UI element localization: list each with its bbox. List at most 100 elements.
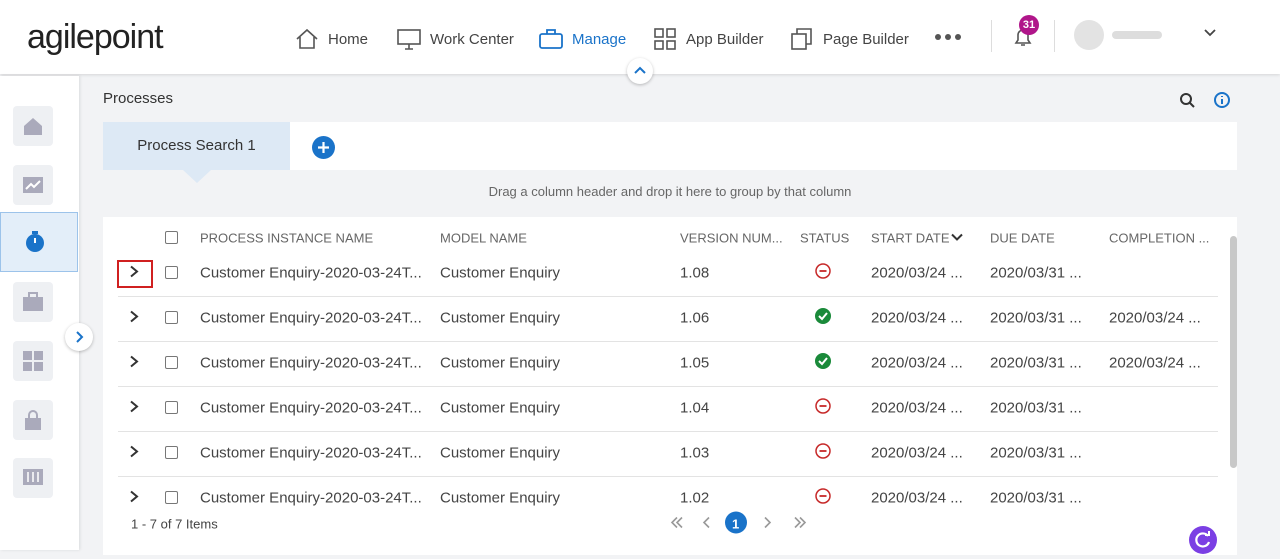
divider xyxy=(991,20,992,52)
refresh-button[interactable] xyxy=(1189,526,1217,554)
status-icon xyxy=(815,263,831,283)
column-header[interactable]: VERSION NUM... xyxy=(680,230,783,246)
expand-row[interactable] xyxy=(129,265,139,282)
version: 1.02 xyxy=(680,489,710,507)
start-date: 2020/03/24 ... xyxy=(871,354,963,372)
process-instance-name[interactable]: Customer Enquiry-2020-03-24T... xyxy=(200,354,422,372)
version: 1.05 xyxy=(680,354,710,372)
grid: PROCESS INSTANCE NAME MODEL NAME VERSION N… xyxy=(103,217,1237,555)
column-header[interactable]: COMPLETION ... xyxy=(1109,230,1210,246)
row-checkbox[interactable] xyxy=(165,266,178,279)
expand-row[interactable] xyxy=(129,400,139,417)
side-dashboard[interactable] xyxy=(13,165,53,205)
expand-row[interactable] xyxy=(129,490,139,507)
scrollbar xyxy=(1230,236,1237,468)
start-date: 2020/03/24 ... xyxy=(871,264,963,282)
start-date: 2020/03/24 ... xyxy=(871,309,963,327)
expand-sidebar[interactable] xyxy=(65,323,93,351)
nav-app-builder[interactable]: App Builder xyxy=(652,26,764,52)
user-name-blurred xyxy=(1112,31,1162,39)
side-briefcase[interactable] xyxy=(13,282,53,322)
highlight-box xyxy=(117,260,153,288)
sort-icon xyxy=(951,230,963,245)
notification-badge: 31 xyxy=(1019,15,1039,35)
status-icon xyxy=(815,488,831,508)
side-apps[interactable] xyxy=(13,341,53,381)
model-name: Customer Enquiry xyxy=(440,444,561,462)
row-checkbox[interactable] xyxy=(165,446,178,459)
start-date: 2020/03/24 ... xyxy=(871,489,963,507)
column-header[interactable]: DUE DATE xyxy=(990,230,1055,246)
row-separator xyxy=(118,431,1218,432)
due-date: 2020/03/31 ... xyxy=(990,489,1082,507)
due-date: 2020/03/31 ... xyxy=(990,264,1082,282)
expand-row[interactable] xyxy=(129,310,139,327)
avatar[interactable] xyxy=(1074,20,1104,50)
status-icon xyxy=(815,308,831,328)
sidebar xyxy=(0,76,79,550)
row-separator xyxy=(118,296,1218,297)
side-home[interactable] xyxy=(13,106,53,146)
divider xyxy=(1054,20,1055,52)
process-instance-name[interactable]: Customer Enquiry-2020-03-24T... xyxy=(200,489,422,507)
nav-home[interactable]: Home xyxy=(294,26,368,52)
completion-date: 2020/03/24 ... xyxy=(1109,309,1201,327)
info-button[interactable] xyxy=(1213,91,1231,109)
version: 1.06 xyxy=(680,309,710,327)
column-header[interactable]: START DATE xyxy=(871,230,950,246)
row-checkbox[interactable] xyxy=(165,491,178,504)
due-date: 2020/03/31 ... xyxy=(990,309,1082,327)
completion-date: 2020/03/24 ... xyxy=(1109,354,1201,372)
version: 1.08 xyxy=(680,264,710,282)
due-date: 2020/03/31 ... xyxy=(990,354,1082,372)
nav-page-builder[interactable]: Page Builder xyxy=(789,26,909,52)
version: 1.04 xyxy=(680,399,710,417)
model-name: Customer Enquiry xyxy=(440,354,561,372)
expand-row[interactable] xyxy=(129,445,139,462)
pagination xyxy=(663,511,813,538)
row-checkbox[interactable] xyxy=(165,401,178,414)
column-header[interactable]: MODEL NAME xyxy=(440,230,527,246)
nav-label: Work Center xyxy=(430,30,514,48)
nav-label: Manage xyxy=(572,30,627,48)
more-menu[interactable] xyxy=(934,33,962,41)
select-all-checkbox[interactable] xyxy=(165,231,178,244)
start-date: 2020/03/24 ... xyxy=(871,444,963,462)
page-title: Processes xyxy=(103,90,174,107)
tab-process-search[interactable]: Process Search 1 xyxy=(103,122,290,170)
nav-work-center[interactable]: Work Center xyxy=(396,26,514,52)
search-button[interactable] xyxy=(1179,92,1195,108)
group-hint: Drag a column header and drop it here to… xyxy=(488,184,852,199)
status-icon xyxy=(815,443,831,463)
column-header[interactable]: PROCESS INSTANCE NAME xyxy=(200,230,374,246)
user-dropdown[interactable] xyxy=(1203,28,1217,38)
due-date: 2020/03/31 ... xyxy=(990,399,1082,417)
column-header[interactable]: STATUS xyxy=(800,230,850,246)
start-date: 2020/03/24 ... xyxy=(871,399,963,417)
tab-pointer xyxy=(183,170,211,183)
side-settings[interactable] xyxy=(13,458,53,498)
nav-manage[interactable]: Manage xyxy=(538,26,626,52)
logo[interactable]: agilepoint xyxy=(27,18,164,56)
process-instance-name[interactable]: Customer Enquiry-2020-03-24T... xyxy=(200,309,422,327)
add-tab-button[interactable] xyxy=(312,136,335,159)
collapse-header[interactable] xyxy=(627,58,653,84)
due-date: 2020/03/31 ... xyxy=(990,444,1082,462)
status-icon xyxy=(815,398,831,418)
process-instance-name[interactable]: Customer Enquiry-2020-03-24T... xyxy=(200,399,422,417)
side-processes-active[interactable] xyxy=(0,212,78,272)
status-icon xyxy=(815,353,831,373)
process-instance-name[interactable]: Customer Enquiry-2020-03-24T... xyxy=(200,444,422,462)
side-lock[interactable] xyxy=(13,400,53,440)
tab-bar xyxy=(103,122,1237,170)
row-checkbox[interactable] xyxy=(165,356,178,369)
nav-label: Page Builder xyxy=(823,30,909,48)
expand-row[interactable] xyxy=(129,355,139,372)
row-checkbox[interactable] xyxy=(165,311,178,324)
nav-label: Home xyxy=(328,30,369,48)
current-page[interactable]: 1 xyxy=(732,516,740,532)
process-instance-name[interactable]: Customer Enquiry-2020-03-24T... xyxy=(200,264,422,282)
nav-label: App Builder xyxy=(686,30,764,48)
model-name: Customer Enquiry xyxy=(440,489,561,507)
